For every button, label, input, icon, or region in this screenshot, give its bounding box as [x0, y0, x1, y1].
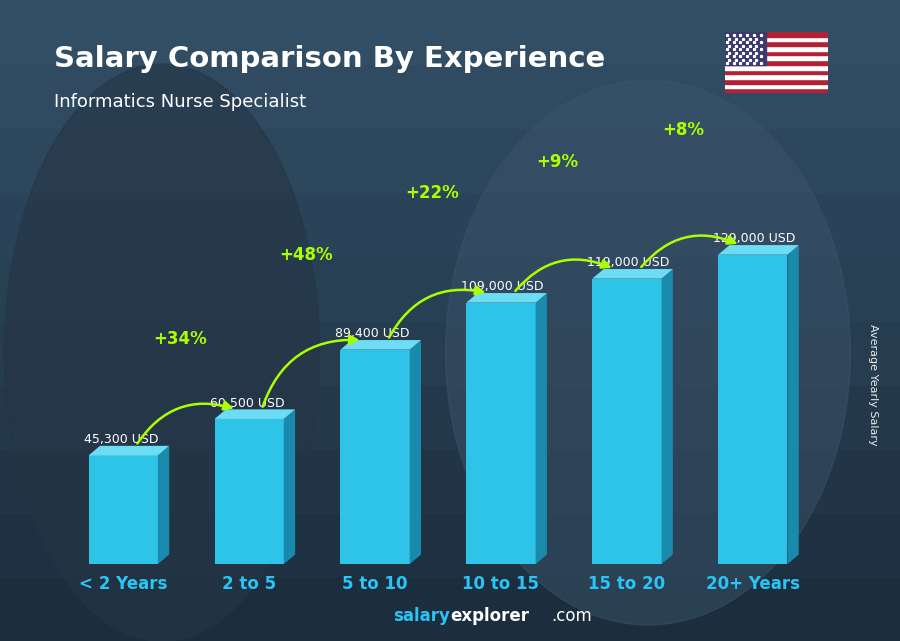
- Bar: [724, 37, 828, 42]
- Text: .com: .com: [552, 607, 592, 625]
- Bar: [466, 303, 536, 564]
- Polygon shape: [214, 410, 295, 419]
- Polygon shape: [158, 446, 169, 564]
- Text: +9%: +9%: [536, 153, 579, 171]
- Polygon shape: [466, 293, 547, 303]
- Bar: [724, 88, 828, 93]
- Polygon shape: [536, 293, 547, 564]
- Bar: [0, 577, 900, 641]
- Bar: [724, 51, 828, 56]
- Text: 109,000 USD: 109,000 USD: [462, 280, 544, 294]
- Polygon shape: [592, 269, 673, 279]
- Polygon shape: [284, 410, 295, 564]
- Bar: [88, 455, 158, 564]
- Bar: [340, 349, 410, 564]
- Polygon shape: [410, 340, 421, 564]
- Text: 89,400 USD: 89,400 USD: [336, 328, 410, 340]
- Text: 45,300 USD: 45,300 USD: [84, 433, 158, 446]
- Bar: [724, 65, 828, 69]
- Bar: [0, 0, 900, 64]
- Text: +8%: +8%: [662, 121, 705, 139]
- Bar: [724, 42, 828, 46]
- Bar: [724, 56, 828, 60]
- Ellipse shape: [446, 80, 850, 625]
- Bar: [0, 320, 900, 385]
- Bar: [0, 513, 900, 577]
- Text: Average Yearly Salary: Average Yearly Salary: [868, 324, 878, 445]
- Bar: [0, 256, 900, 320]
- Bar: [724, 79, 828, 83]
- Text: explorer: explorer: [450, 607, 529, 625]
- Bar: [592, 279, 662, 564]
- Bar: [0, 385, 900, 449]
- Bar: [724, 69, 828, 74]
- Polygon shape: [718, 245, 799, 254]
- Text: Informatics Nurse Specialist: Informatics Nurse Specialist: [54, 93, 306, 111]
- Bar: [0, 64, 900, 128]
- Text: salary: salary: [393, 607, 450, 625]
- Polygon shape: [88, 446, 169, 455]
- Text: Salary Comparison By Experience: Salary Comparison By Experience: [54, 45, 605, 73]
- Polygon shape: [340, 340, 421, 349]
- Bar: [718, 254, 788, 564]
- Text: +34%: +34%: [153, 330, 207, 348]
- Text: 129,000 USD: 129,000 USD: [713, 233, 796, 246]
- Bar: [724, 46, 828, 51]
- Bar: [724, 60, 828, 65]
- Bar: [724, 32, 766, 65]
- Bar: [0, 192, 900, 256]
- Ellipse shape: [4, 64, 320, 641]
- Bar: [724, 83, 828, 88]
- Text: +22%: +22%: [405, 184, 459, 203]
- Bar: [0, 128, 900, 192]
- Text: 60,500 USD: 60,500 USD: [210, 397, 284, 410]
- Bar: [724, 32, 828, 37]
- Bar: [0, 449, 900, 513]
- Bar: [724, 74, 828, 79]
- Polygon shape: [662, 269, 673, 564]
- Bar: [214, 419, 284, 564]
- Text: 119,000 USD: 119,000 USD: [587, 256, 670, 269]
- Polygon shape: [788, 245, 799, 564]
- Text: +48%: +48%: [279, 246, 333, 264]
